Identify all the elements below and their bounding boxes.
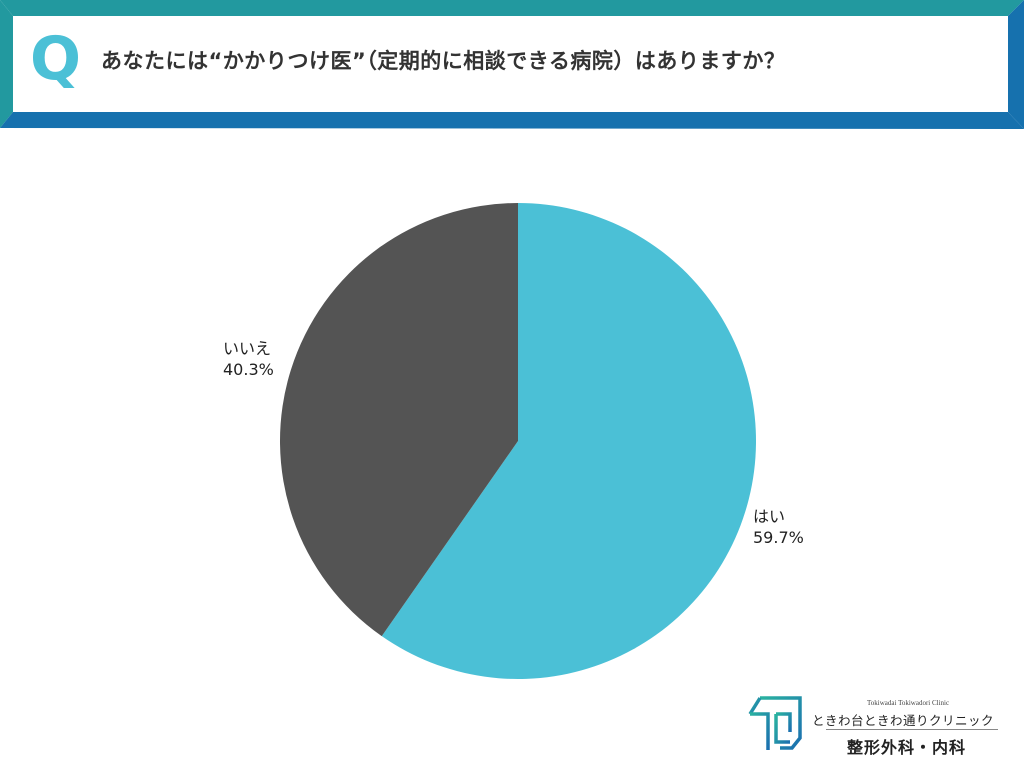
pie-slices [279,203,756,679]
question-text: あなたには“かかりつけ医”（定期的に相談できる病院）はありますか？ [101,49,786,73]
slice-label-yes-value: 59.7% [753,528,804,547]
clinic-departments: 整形外科・内科 [847,738,967,757]
slice-label-yes: はい 59.7% [753,506,804,548]
pie-slice-no [279,203,518,637]
slice-label-no-name: いいえ [223,339,272,358]
slice-label-no: いいえ 40.3% [223,338,274,380]
logo-divider [826,729,998,730]
question-header-frame [0,0,1024,129]
clinic-english-name: Tokiwadai Tokiwadori Clinic [867,699,950,707]
clinic-name: ときわ台ときわ通りクリニック [812,713,995,728]
question-box [13,16,1008,112]
pie-slice-yes [381,203,756,679]
clinic-logo-mark [748,696,802,750]
slice-label-no-value: 40.3% [223,360,274,379]
slice-label-yes-name: はい [753,507,786,526]
q-mark: Q [30,24,82,94]
